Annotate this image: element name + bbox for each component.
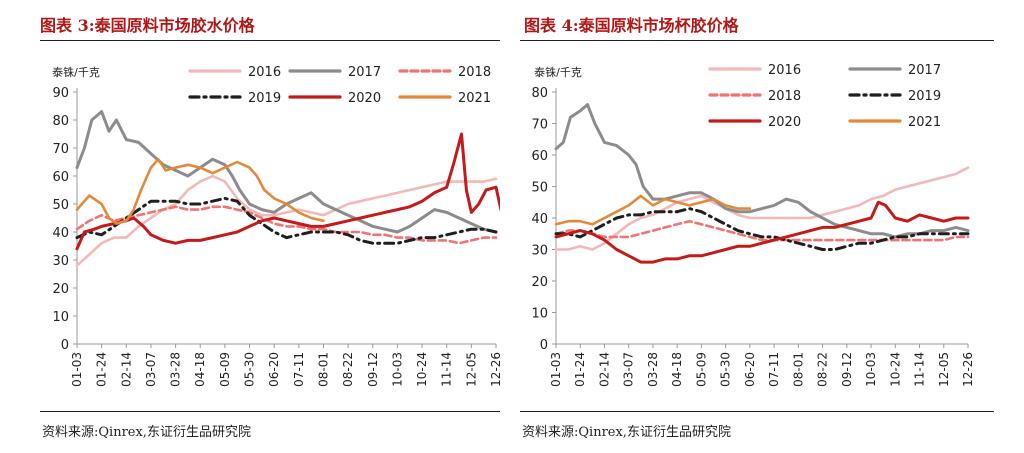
x-tick-label: 02-14	[119, 352, 133, 387]
x-tick-label: 10-24	[415, 352, 429, 387]
x-tick-label: 10-03	[864, 352, 878, 387]
x-tick-label: 05-30	[719, 352, 733, 387]
series-line-2017	[75, 110, 498, 234]
series-line-2018	[75, 205, 498, 245]
series-line-2021	[75, 157, 325, 225]
source-rule	[40, 411, 500, 412]
x-tick-label: 11-14	[440, 352, 454, 387]
y-tick-label: 0	[61, 338, 69, 353]
legend-label-2017: 2017	[908, 63, 941, 78]
latex-price-chart: 0 10 20 30 40 50 60 70 80 90 泰铢/千克 01-03 01-24 02-14 0…	[52, 65, 500, 387]
y-tick-label: 20	[531, 275, 548, 290]
x-tick-label: 01-24	[573, 352, 587, 387]
x-tick-label: 03-07	[144, 352, 158, 387]
x-tick-label: 03-07	[622, 352, 636, 387]
y-tick-label: 70	[531, 118, 548, 133]
y-tick-label: 60	[52, 170, 69, 185]
chart-source: 资料来源:Qinrex,东证衍生品研究院	[42, 425, 251, 440]
series-line-2019	[554, 207, 970, 251]
x-tick-label: 04-18	[193, 352, 207, 387]
series-line-2020	[75, 132, 500, 251]
x-tick-label: 08-22	[816, 352, 830, 387]
x-tick-label: 06-20	[743, 352, 757, 387]
x-tick-label: 12-26	[489, 352, 500, 387]
series-line-2016	[75, 174, 498, 267]
x-tick-label: 08-01	[791, 352, 805, 387]
y-tick-label: 30	[531, 244, 548, 259]
x-tick-label: 10-03	[390, 352, 404, 387]
x-tick-label: 05-09	[694, 352, 708, 387]
x-tick-label: 01-24	[95, 352, 109, 387]
legend-label-2017: 2017	[348, 65, 381, 80]
legend-label-2018: 2018	[768, 89, 801, 104]
y-tick-label: 80	[52, 114, 69, 129]
x-tick-label: 05-09	[218, 352, 232, 387]
y-tick-label: 50	[52, 198, 69, 213]
x-tick-label: 11-14	[913, 352, 927, 387]
x-tick-label: 01-03	[549, 352, 563, 387]
x-tick-label: 10-24	[888, 352, 902, 387]
legend-label-2018: 2018	[458, 65, 491, 80]
cup-lump-price-chart: 0 10 20 30 40 50 60 70 80 泰铢/千克 01-03 01-24 02-14 03-…	[531, 63, 975, 387]
x-tick-label: 07-11	[767, 352, 781, 387]
x-tick-label: 12-05	[937, 352, 951, 387]
y-axis-label: 泰铢/千克	[534, 65, 582, 79]
chart-title: 图表 3:泰国原料市场胶水价格	[40, 16, 255, 35]
x-tick-label: 12-05	[464, 352, 478, 387]
chart-panel-latex-price: 图表 3:泰国原料市场胶水价格 0 10 20 30 40 50 60 70 80 90 泰铢/千克…	[0, 0, 500, 453]
x-tick-label: 06-20	[267, 352, 281, 387]
y-tick-label: 0	[540, 338, 548, 353]
x-tick-label: 07-11	[292, 352, 306, 387]
source-rule	[520, 411, 994, 412]
y-tick-label: 50	[531, 181, 548, 196]
chart-title: 图表 4:泰国原料市场杯胶价格	[524, 16, 739, 35]
y-tick-label: 40	[531, 212, 548, 227]
chart-panel-cup-lump-price: 图表 4:泰国原料市场杯胶价格 0 10 20 30 40 50 60 70 80 泰铢/千克 01…	[520, 0, 1024, 453]
y-axis-label: 泰铢/千克	[52, 65, 100, 79]
x-tick-label: 08-01	[316, 352, 330, 387]
x-tick-label: 08-22	[341, 352, 355, 387]
series-line-2021	[554, 194, 752, 226]
y-tick-label: 10	[52, 310, 69, 325]
x-tick-label: 09-12	[840, 352, 854, 387]
title-rule	[520, 40, 994, 41]
y-tick-label: 40	[52, 226, 69, 241]
x-tick-label: 01-03	[70, 352, 84, 387]
x-tick-label: 12-26	[961, 352, 975, 387]
chart-source: 资料来源:Qinrex,东证衍生品研究院	[522, 425, 731, 440]
series-line-2018	[554, 219, 970, 242]
x-tick-label: 09-12	[366, 352, 380, 387]
y-tick-label: 80	[531, 86, 548, 101]
legend-label-2021: 2021	[908, 115, 941, 130]
x-tick-label: 02-14	[597, 352, 611, 387]
x-tick-label: 03-28	[169, 352, 183, 387]
title-rule	[40, 40, 500, 41]
legend-label-2021: 2021	[458, 91, 491, 106]
y-tick-label: 70	[52, 142, 69, 157]
series-line-2020	[554, 200, 970, 264]
y-tick-label: 20	[52, 282, 69, 297]
series-line-2019	[75, 196, 498, 245]
y-tick-label: 10	[531, 307, 548, 322]
y-tick-label: 90	[52, 86, 69, 101]
legend-label-2016: 2016	[768, 63, 801, 78]
series-line-2016	[554, 166, 970, 251]
x-tick-label: 05-30	[243, 352, 257, 387]
legend-label-2016: 2016	[248, 65, 281, 80]
y-tick-label: 30	[52, 254, 69, 269]
legend-label-2019: 2019	[908, 89, 941, 104]
legend-label-2020: 2020	[348, 91, 381, 106]
y-tick-label: 60	[531, 149, 548, 164]
x-tick-label: 03-28	[646, 352, 660, 387]
legend-label-2019: 2019	[248, 91, 281, 106]
x-tick-label: 04-18	[670, 352, 684, 387]
legend-label-2020: 2020	[768, 115, 801, 130]
